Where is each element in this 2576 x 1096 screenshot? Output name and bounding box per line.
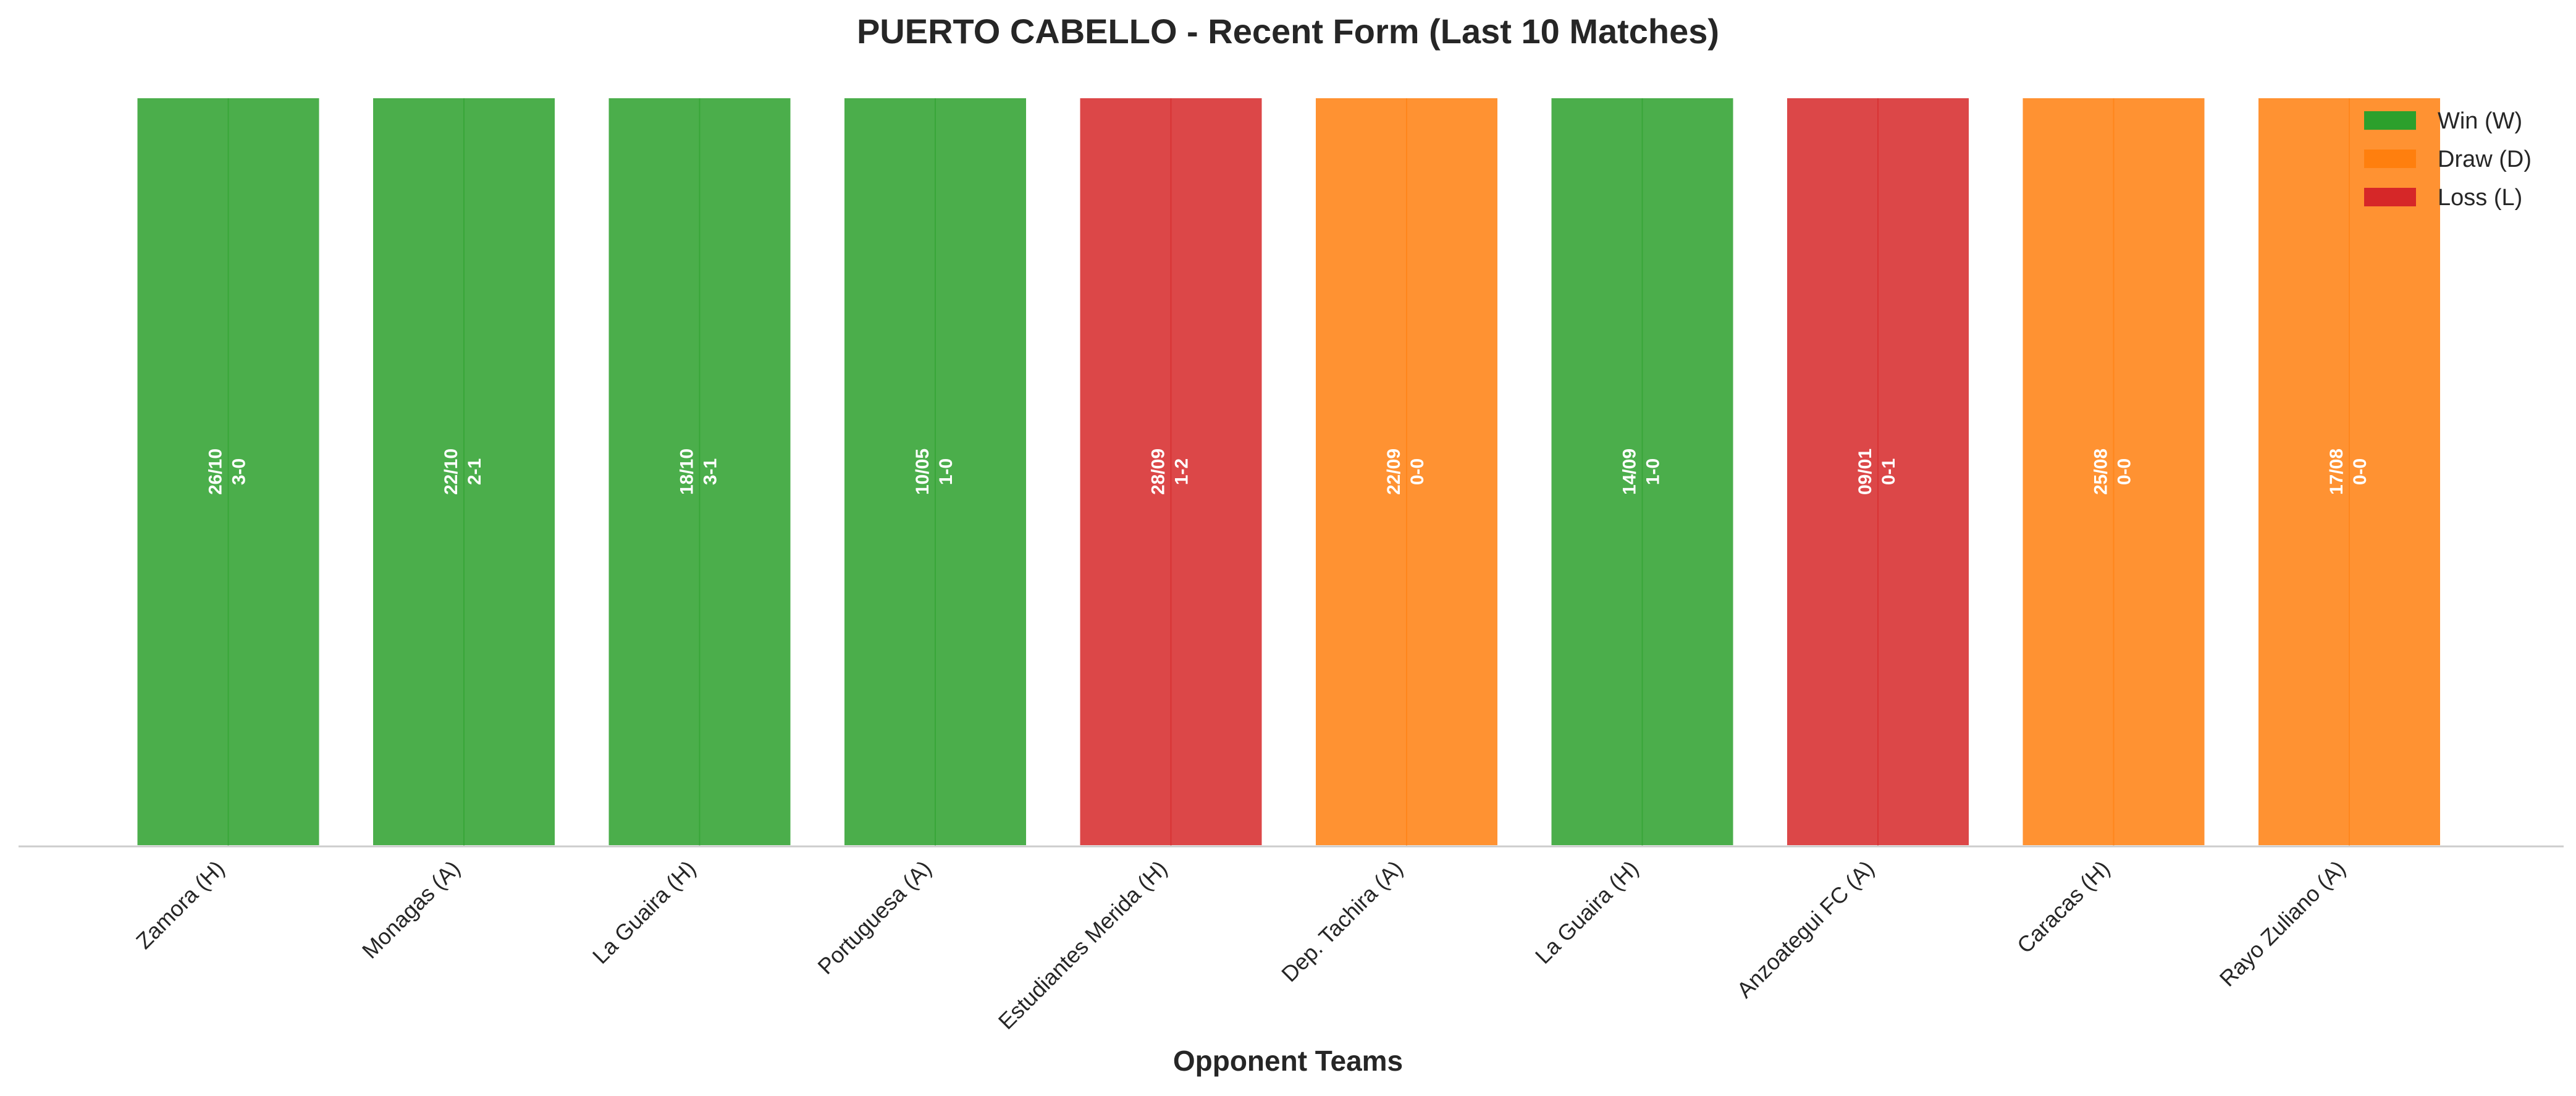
bar-score-label: 3-1 <box>701 458 721 485</box>
legend-swatch-d <box>2364 150 2416 168</box>
x-tick-label: Anzoategui FC (A) <box>1732 856 1879 1003</box>
bars-layer: 26/10 3-0 22/10 2-1 18/10 3-1 10/05 1-0 28/09 1-2… <box>135 96 2443 848</box>
x-tick-label: Monagas (A) <box>357 856 465 964</box>
bar-date-label: 26/10 <box>206 449 226 495</box>
bar-date-label: 14/09 <box>1620 449 1640 495</box>
legend-label-l: Loss (L) <box>2438 185 2522 211</box>
legend-label-w: Win (W) <box>2438 108 2522 134</box>
legend-label-d: Draw (D) <box>2438 146 2532 172</box>
bar-score-label: 0-0 <box>1407 458 1428 485</box>
x-tick-label: Dep. Tachira (A) <box>1276 856 1407 987</box>
bar-date-label: 09/01 <box>1855 449 1875 495</box>
bar-date-label: 28/09 <box>1148 449 1169 495</box>
legend-swatch-l <box>2364 188 2416 206</box>
bar-score-label: 1-2 <box>1172 458 1192 485</box>
bar-date-label: 25/08 <box>2091 449 2111 495</box>
x-tick-label: La Guaira (H) <box>587 856 701 969</box>
x-tick-labels: Zamora (H) Monagas (A) La Guaira (H) Portug… <box>131 856 2351 1034</box>
bar-date-label: 17/08 <box>2326 449 2347 495</box>
x-tick-label: Estudiantes Merida (H) <box>993 856 1172 1034</box>
x-axis-label: Opponent Teams <box>1173 1045 1403 1077</box>
chart-title: PUERTO CABELLO - Recent Form (Last 10 Ma… <box>857 12 1719 51</box>
legend: Win (W) Draw (D) Loss (L) <box>2364 108 2532 211</box>
bar-date-label: 10/05 <box>912 449 933 495</box>
bar-score-label: 0-0 <box>2115 458 2135 485</box>
x-tick-label: Zamora (H) <box>131 856 229 954</box>
bar-date-label: 22/09 <box>1384 449 1404 495</box>
x-tick-label: Rayo Zuliano (A) <box>2215 856 2351 992</box>
bar-date-label: 18/10 <box>677 449 697 495</box>
bar-score-label: 2-1 <box>465 458 485 485</box>
bar-score-label: 0-0 <box>2350 458 2370 485</box>
x-tick-label: Portuguesa (A) <box>812 856 936 979</box>
legend-swatch-w <box>2364 111 2416 130</box>
bar-score-label: 0-1 <box>1879 458 1899 485</box>
x-tick-label: Caracas (H) <box>2012 856 2115 958</box>
bar-score-label: 1-0 <box>936 458 956 485</box>
bar-score-label: 3-0 <box>229 458 250 485</box>
bar-date-label: 22/10 <box>441 449 461 495</box>
x-tick-label: La Guaira (H) <box>1530 856 1643 969</box>
bar-score-label: 1-0 <box>1643 458 1664 485</box>
